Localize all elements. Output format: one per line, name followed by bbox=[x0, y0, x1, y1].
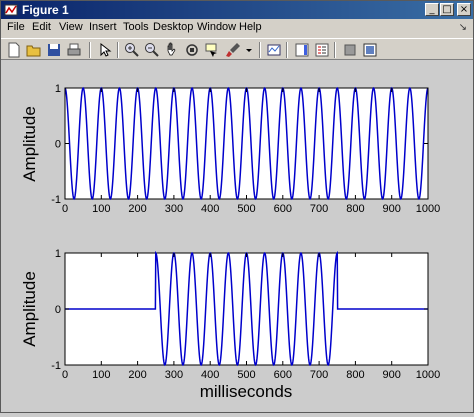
matlab-figure-icon bbox=[4, 4, 18, 16]
link-plot-icon[interactable] bbox=[266, 42, 282, 58]
bottom-x-axis-label: milliseconds bbox=[200, 382, 293, 401]
insert-colorbar-icon[interactable] bbox=[294, 42, 310, 58]
top-axes-ticks: 0 100 200 300 400 500 600 700 800 900 1000-101 bbox=[51, 83, 440, 215]
x-tick-label: 300 bbox=[165, 203, 183, 215]
menu-window[interactable]: Window bbox=[197, 21, 237, 33]
show-plot-tools-icon[interactable] bbox=[362, 42, 378, 58]
top-axes-background bbox=[64, 87, 429, 200]
toolbar-separator bbox=[117, 42, 119, 58]
open-file-icon[interactable] bbox=[26, 42, 42, 58]
x-tick-label: 200 bbox=[128, 369, 146, 381]
x-tick-label: 400 bbox=[201, 369, 219, 381]
insert-legend-icon[interactable] bbox=[314, 42, 330, 58]
x-tick-label: 700 bbox=[310, 203, 328, 215]
brush-dropdown-icon[interactable] bbox=[244, 42, 254, 58]
brush-icon[interactable] bbox=[225, 42, 241, 58]
menu-view[interactable]: View bbox=[59, 21, 83, 33]
bottom-y-axis-label: Amplitude bbox=[20, 271, 39, 347]
toolbar-separator bbox=[89, 42, 91, 58]
hide-plot-tools-icon[interactable] bbox=[342, 42, 358, 58]
x-tick-label: 500 bbox=[237, 203, 255, 215]
x-tick-label: 600 bbox=[274, 369, 292, 381]
x-tick-label: 100 bbox=[92, 369, 110, 381]
x-tick-label: 900 bbox=[383, 369, 401, 381]
zoom-in-icon[interactable] bbox=[124, 42, 140, 58]
edit-plot-arrow-icon[interactable] bbox=[97, 42, 113, 58]
pan-hand-icon[interactable] bbox=[164, 42, 180, 58]
close-button[interactable]: × bbox=[457, 3, 471, 16]
x-tick-label: 900 bbox=[383, 203, 401, 215]
x-tick-label: 300 bbox=[165, 369, 183, 381]
save-icon[interactable] bbox=[46, 42, 62, 58]
bottom-axes[interactable]: 0 100 200 300 400 500 600 700 800 900 1000-101 Amp… bbox=[20, 248, 440, 401]
x-tick-label: 800 bbox=[346, 369, 364, 381]
figure-toolbar bbox=[1, 38, 473, 60]
toolbar-separator bbox=[334, 42, 336, 58]
x-tick-label: 400 bbox=[201, 203, 219, 215]
data-cursor-icon[interactable] bbox=[204, 42, 220, 58]
rotate-3d-icon[interactable] bbox=[184, 42, 200, 58]
menu-edit[interactable]: Edit bbox=[32, 21, 51, 33]
x-tick-label: 700 bbox=[310, 369, 328, 381]
title-bar[interactable]: Figure 1 _ □ × bbox=[1, 1, 473, 19]
x-tick-label: 800 bbox=[346, 203, 364, 215]
x-tick-label: 200 bbox=[128, 203, 146, 215]
y-tick-label: 1 bbox=[55, 83, 61, 95]
y-tick-label: 0 bbox=[55, 139, 61, 151]
menu-desktop[interactable]: Desktop bbox=[153, 21, 194, 33]
figure-canvas: 0 100 200 300 400 500 600 700 800 900 1000 -1 0 1 Amp… bbox=[1, 60, 473, 412]
toolbar-separator bbox=[259, 42, 261, 58]
top-axes[interactable]: 0 100 200 300 400 500 600 700 800 900 1000-101 Amp… bbox=[20, 83, 440, 215]
menu-bar: File Edit View Insert Tools Desktop Wind… bbox=[1, 19, 473, 38]
x-tick-label: 0 bbox=[62, 203, 68, 215]
menu-help[interactable]: Help bbox=[239, 21, 262, 33]
y-tick-label: -1 bbox=[51, 194, 61, 206]
x-tick-label: 1000 bbox=[416, 203, 440, 215]
menu-insert[interactable]: Insert bbox=[89, 21, 117, 33]
toolbar-separator bbox=[286, 42, 288, 58]
x-tick-label: 600 bbox=[274, 203, 292, 215]
y-tick-label: 1 bbox=[55, 248, 61, 260]
x-tick-label: 500 bbox=[237, 369, 255, 381]
window-title: Figure 1 bbox=[22, 3, 69, 17]
menu-file[interactable]: File bbox=[7, 21, 25, 33]
new-figure-icon[interactable] bbox=[6, 42, 22, 58]
y-tick-label: -1 bbox=[51, 360, 61, 372]
x-tick-label: 100 bbox=[92, 203, 110, 215]
x-tick-label: 1000 bbox=[416, 369, 440, 381]
y-tick-label: 0 bbox=[55, 304, 61, 316]
maximize-button[interactable]: □ bbox=[440, 3, 454, 16]
menu-tools[interactable]: Tools bbox=[123, 21, 149, 33]
x-tick-label: 0 bbox=[62, 369, 68, 381]
bottom-axes-ticks: 0 100 200 300 400 500 600 700 800 900 1000-101 bbox=[51, 248, 440, 381]
top-y-axis-label: Amplitude bbox=[20, 106, 39, 182]
minimize-button[interactable]: _ bbox=[425, 3, 439, 16]
zoom-out-icon[interactable] bbox=[144, 42, 160, 58]
dock-figure-icon[interactable]: ↘ bbox=[458, 22, 467, 33]
print-icon[interactable] bbox=[66, 42, 82, 58]
